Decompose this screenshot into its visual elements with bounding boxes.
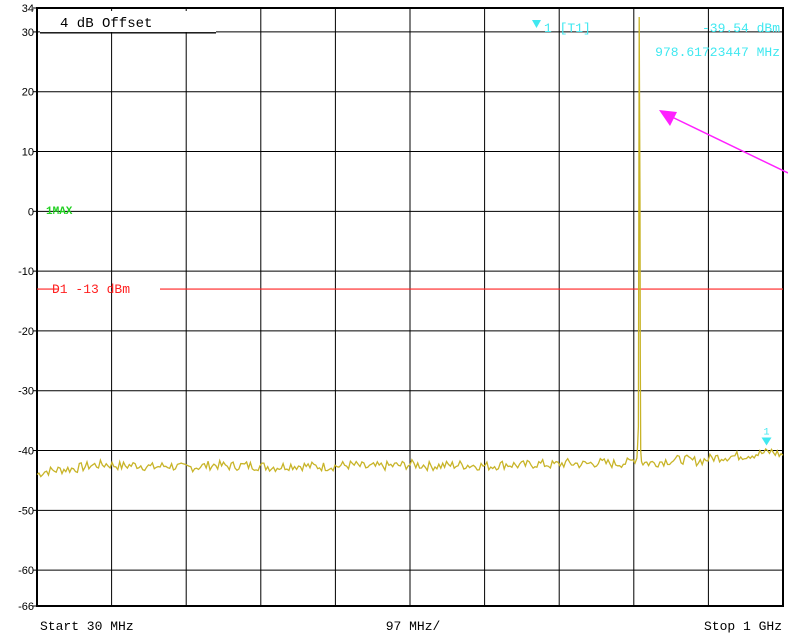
y-tick-label: -60 [18, 565, 34, 577]
marker-readout-triangle-icon [532, 20, 541, 28]
offset-label-box: 4 dB Offset [40, 11, 216, 34]
display-line: D1 -13 dBm [37, 282, 783, 297]
y-tick-label: -30 [18, 386, 34, 398]
trace-series [36, 16, 784, 478]
trace-label: 1MAX [46, 206, 73, 218]
y-tick-label: -40 [18, 446, 34, 458]
marker-readout: 1 [T1] -39.54 dBm 978.61723447 MHz [532, 20, 780, 60]
y-tick-label: 10 [22, 147, 34, 159]
marker-level: -39.54 dBm [702, 21, 780, 36]
annotation-arrow-line [671, 116, 788, 174]
marker-point: 1 [761, 428, 772, 446]
x-div-label: 97 MHz/ [386, 619, 441, 634]
y-tick-label: -20 [18, 326, 34, 338]
y-tick-label: -10 [18, 266, 34, 278]
annotation-arrow [659, 110, 788, 174]
y-tick-label: -66 [18, 601, 34, 613]
marker-id-label: 1 [764, 428, 770, 439]
trace-line [36, 16, 784, 478]
display-line-label: D1 -13 dBm [52, 282, 130, 297]
marker-triangle-icon [761, 437, 772, 446]
y-tick-label: -50 [18, 505, 34, 517]
y-tick-label: 30 [22, 27, 34, 39]
x-stop-label: Stop 1 GHz [704, 619, 782, 634]
marker-readout-label: 1 [T1] [544, 21, 591, 36]
offset-label: 4 dB Offset [60, 16, 152, 32]
x-start-label: Start 30 MHz [40, 619, 134, 634]
marker-frequency: 978.61723447 MHz [655, 45, 780, 60]
y-tick-label: 34 [22, 3, 34, 15]
y-axis-labels: 34 30 20 10 0 -10 -20 -30 -40 -50 -60 -66 [18, 3, 37, 613]
y-tick-label: 0 [28, 206, 34, 218]
y-tick-label: 20 [22, 87, 34, 99]
annotation-arrowhead-icon [659, 110, 677, 126]
